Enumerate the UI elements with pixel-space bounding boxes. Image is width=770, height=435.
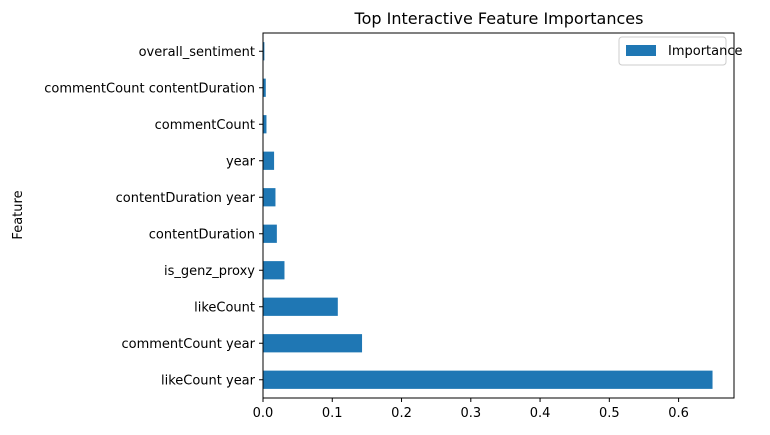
x-tick-label: 0.6	[668, 406, 689, 421]
bar-likecount-year	[263, 370, 713, 389]
y-tick-label: is_genz_proxy	[164, 264, 255, 279]
x-tick-label: 0.1	[322, 406, 343, 421]
y-axis-label: Feature	[11, 190, 26, 239]
bar-contentduration	[263, 224, 277, 243]
bar-commentcount-year	[263, 334, 363, 353]
x-tick-label: 0.4	[530, 406, 551, 421]
y-tick-label: contentDuration	[149, 227, 255, 242]
x-tick-label: 0.5	[599, 406, 620, 421]
y-tick-label: commentCount contentDuration	[44, 81, 255, 96]
x-tick-label: 0.2	[391, 406, 412, 421]
y-ticks-layer: likeCount year commentCount year likeCount…	[44, 45, 263, 388]
legend: Importance	[618, 36, 743, 66]
y-tick-label: likeCount	[194, 300, 255, 315]
y-tick-label: commentCount year	[121, 337, 255, 352]
y-tick-label: contentDuration year	[116, 191, 256, 206]
x-tick-label: 0.0	[253, 406, 274, 421]
plot-frame	[262, 32, 735, 399]
x-tick-label: 0.3	[460, 406, 481, 421]
y-tick-label: likeCount year	[161, 373, 256, 388]
x-ticks-layer: 0.0 0.1 0.2 0.3 0.4 0.5 0.6	[253, 398, 689, 421]
legend-swatch	[626, 45, 656, 56]
bar-likecount	[263, 297, 338, 316]
bar-commentcount	[263, 115, 267, 134]
bar-overall-sentiment	[263, 42, 265, 61]
bar-year	[263, 151, 275, 170]
legend-box	[618, 36, 727, 66]
legend-label: Importance	[668, 44, 743, 59]
bar-is-genz-proxy	[263, 261, 285, 280]
y-tick-label: year	[226, 154, 256, 169]
y-tick-label: overall_sentiment	[139, 45, 255, 60]
bar-commentcount-contentduration	[263, 78, 266, 97]
bar-contentduration-year	[263, 188, 276, 207]
chart-title: Top Interactive Feature Importances	[354, 9, 644, 28]
bars-layer	[263, 42, 713, 389]
y-tick-label: commentCount	[155, 118, 255, 133]
